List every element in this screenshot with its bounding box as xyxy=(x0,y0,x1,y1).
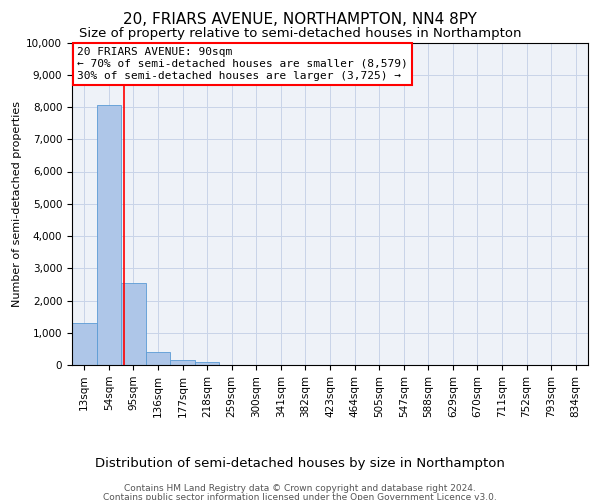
Text: Distribution of semi-detached houses by size in Northampton: Distribution of semi-detached houses by … xyxy=(95,458,505,470)
Y-axis label: Number of semi-detached properties: Number of semi-detached properties xyxy=(12,101,22,306)
Text: Contains HM Land Registry data © Crown copyright and database right 2024.: Contains HM Land Registry data © Crown c… xyxy=(124,484,476,493)
Text: Size of property relative to semi-detached houses in Northampton: Size of property relative to semi-detach… xyxy=(79,28,521,40)
Text: Contains public sector information licensed under the Open Government Licence v3: Contains public sector information licen… xyxy=(103,492,497,500)
Text: 20 FRIARS AVENUE: 90sqm
← 70% of semi-detached houses are smaller (8,579)
30% of: 20 FRIARS AVENUE: 90sqm ← 70% of semi-de… xyxy=(77,48,408,80)
Bar xyxy=(195,362,220,365)
Bar xyxy=(97,106,121,365)
Text: 20, FRIARS AVENUE, NORTHAMPTON, NN4 8PY: 20, FRIARS AVENUE, NORTHAMPTON, NN4 8PY xyxy=(123,12,477,28)
Bar xyxy=(146,352,170,365)
Bar xyxy=(72,323,97,365)
Bar xyxy=(170,360,195,365)
Bar xyxy=(121,283,146,365)
